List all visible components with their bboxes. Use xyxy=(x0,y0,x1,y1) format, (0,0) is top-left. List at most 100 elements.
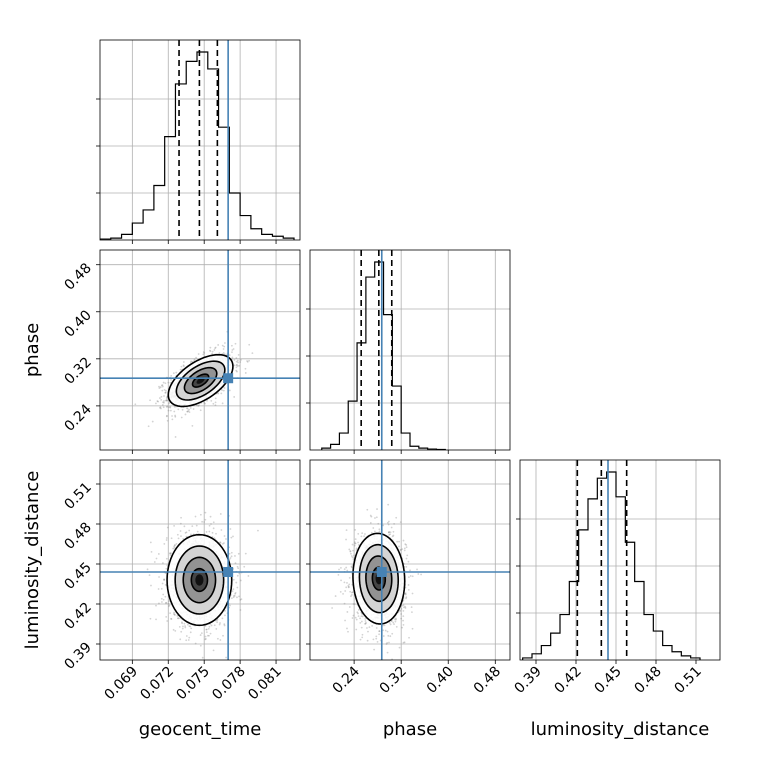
sample-point xyxy=(182,625,184,628)
sample-point xyxy=(235,364,238,367)
y-tick-label: 0.42 xyxy=(61,600,94,633)
sample-point xyxy=(360,615,363,618)
sample-point xyxy=(150,584,152,587)
sample-point xyxy=(230,555,233,558)
sample-point xyxy=(206,634,209,637)
sample-point xyxy=(364,617,367,620)
contour-line xyxy=(190,567,209,593)
x-tick-label: 0.39 xyxy=(511,664,544,697)
sample-point xyxy=(189,631,192,634)
sample-point xyxy=(204,511,207,514)
sample-point xyxy=(166,399,169,402)
sample-point xyxy=(214,346,217,349)
sample-point xyxy=(167,406,170,409)
sample-point xyxy=(224,609,226,612)
sample-point xyxy=(208,634,210,637)
sample-point xyxy=(223,387,226,389)
sample-point xyxy=(399,549,402,551)
sample-point xyxy=(378,630,381,633)
sample-point xyxy=(400,613,403,615)
sample-point xyxy=(166,414,168,417)
sample-point xyxy=(161,582,164,585)
sample-point xyxy=(186,410,189,413)
sample-point xyxy=(221,389,223,392)
sample-point xyxy=(356,611,359,614)
sample-point xyxy=(172,547,175,550)
truth-marker xyxy=(223,373,234,384)
sample-point xyxy=(347,586,350,589)
sample-point xyxy=(257,529,259,532)
sample-point xyxy=(199,644,202,647)
sample-point xyxy=(223,535,226,537)
sample-point xyxy=(157,400,159,403)
x-tick-label: 0.072 xyxy=(137,664,177,704)
sample-point xyxy=(375,516,378,519)
sample-point xyxy=(167,605,170,608)
sample-point xyxy=(189,407,192,409)
sample-point xyxy=(162,381,165,384)
sample-point xyxy=(389,635,392,638)
sample-point xyxy=(174,415,177,418)
sample-point xyxy=(185,535,188,538)
sample-point xyxy=(411,611,413,614)
sample-point xyxy=(174,543,176,546)
sample-point xyxy=(221,617,224,620)
x-tick-label: 0.48 xyxy=(471,664,504,697)
sample-point xyxy=(173,410,176,413)
sample-point xyxy=(217,344,220,346)
sample-point xyxy=(164,391,167,394)
sample-point xyxy=(166,620,169,622)
sample-point xyxy=(378,530,381,533)
sample-point xyxy=(182,537,185,540)
sample-point xyxy=(239,361,242,363)
sample-point xyxy=(210,399,213,402)
x-tick-label: 0.078 xyxy=(209,664,249,704)
sample-point xyxy=(162,406,165,409)
sample-point xyxy=(175,371,178,374)
sample-point xyxy=(204,402,206,405)
sample-point xyxy=(398,540,400,543)
sample-point xyxy=(344,590,347,592)
sample-point xyxy=(411,627,414,630)
sample-point xyxy=(400,607,403,610)
sample-point xyxy=(185,639,188,642)
sample-point xyxy=(175,542,178,545)
sample-point xyxy=(345,586,348,589)
sample-point xyxy=(393,623,395,626)
sample-point xyxy=(389,533,392,536)
sample-point xyxy=(377,522,380,525)
sample-point xyxy=(179,368,182,371)
sample-point xyxy=(218,352,221,354)
sample-point xyxy=(352,549,354,552)
sample-point xyxy=(189,625,192,628)
sample-point xyxy=(339,590,342,593)
sample-point xyxy=(369,522,372,524)
sample-point xyxy=(354,542,357,545)
sample-point xyxy=(228,354,231,357)
sample-point xyxy=(409,575,412,577)
sample-point xyxy=(200,632,203,635)
sample-point xyxy=(168,600,170,603)
sample-point xyxy=(166,405,169,408)
sample-point xyxy=(199,513,202,516)
sample-point xyxy=(235,369,238,372)
sample-point xyxy=(148,574,151,577)
sample-point xyxy=(225,656,228,659)
sample-point xyxy=(231,349,234,351)
x-axis-label-phase: phase xyxy=(383,719,437,740)
sample-point xyxy=(185,531,188,534)
sample-point xyxy=(186,407,189,410)
sample-point xyxy=(171,418,174,421)
sample-point xyxy=(211,531,214,534)
sample-point xyxy=(233,359,236,361)
sample-point xyxy=(372,527,375,529)
sample-point xyxy=(404,592,407,595)
sample-point xyxy=(408,576,410,579)
sample-point xyxy=(155,557,158,560)
sample-point xyxy=(344,619,346,622)
sample-point xyxy=(406,554,409,557)
sample-point xyxy=(164,391,167,394)
sample-point xyxy=(179,638,182,641)
sample-point xyxy=(354,538,357,541)
density-core xyxy=(195,574,204,586)
